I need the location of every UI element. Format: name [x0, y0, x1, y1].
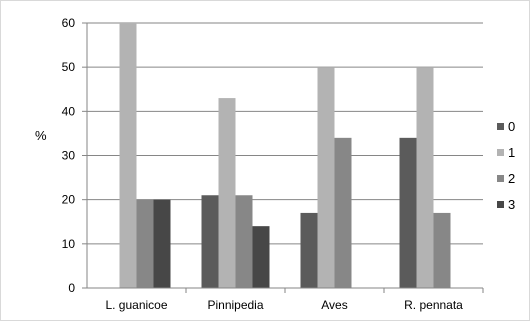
- y-tick-label: 50: [62, 60, 76, 74]
- legend-label-1: 1: [508, 145, 515, 160]
- bar-series-1-0: [119, 23, 137, 288]
- bar-series-2-0: [136, 199, 154, 288]
- y-tick-label: 60: [62, 16, 76, 30]
- x-tick-label: L. guanicoe: [105, 298, 167, 312]
- x-tick-labels: L. guanicoe Pinnipedia Aves R. pennata: [105, 298, 463, 312]
- x-tick-label: R. pennata: [404, 298, 463, 312]
- bar-series-0-3: [399, 137, 417, 288]
- bar-series-1-3: [416, 67, 434, 289]
- x-tick-label: Aves: [321, 298, 347, 312]
- bar-series-1-1: [218, 98, 236, 288]
- legend-label-3: 3: [508, 197, 515, 212]
- y-tick-labels: 0 10 20 30 40 50 60: [62, 16, 76, 295]
- legend-swatch-1: [497, 149, 504, 156]
- legend-label-2: 2: [508, 171, 515, 186]
- bar-series-0-2: [300, 212, 318, 288]
- bar-series-2-3: [433, 212, 451, 288]
- bar-series-1-2: [317, 67, 335, 289]
- legend-swatch-3: [497, 201, 504, 208]
- x-tick-label: Pinnipedia: [207, 298, 263, 312]
- y-axis-label: %: [35, 128, 47, 143]
- y-tick-label: 0: [68, 281, 75, 295]
- bar-series-2-1: [235, 195, 253, 288]
- bar-series-3-1: [252, 226, 270, 288]
- legend-swatch-0: [497, 123, 504, 130]
- y-tick-label: 40: [62, 104, 76, 118]
- bar-series-3-0: [153, 199, 171, 288]
- y-tick-label: 30: [62, 149, 76, 163]
- bar-series-2-2: [334, 137, 352, 288]
- legend-swatch-2: [497, 175, 504, 182]
- legend-label-0: 0: [508, 119, 515, 134]
- axes: [86, 23, 483, 289]
- bar-series-0-1: [201, 195, 219, 288]
- bars: [119, 23, 451, 289]
- y-tick-label: 20: [62, 193, 76, 207]
- legend: 0 1 2 3: [497, 119, 515, 212]
- y-tick-label: 10: [62, 237, 76, 251]
